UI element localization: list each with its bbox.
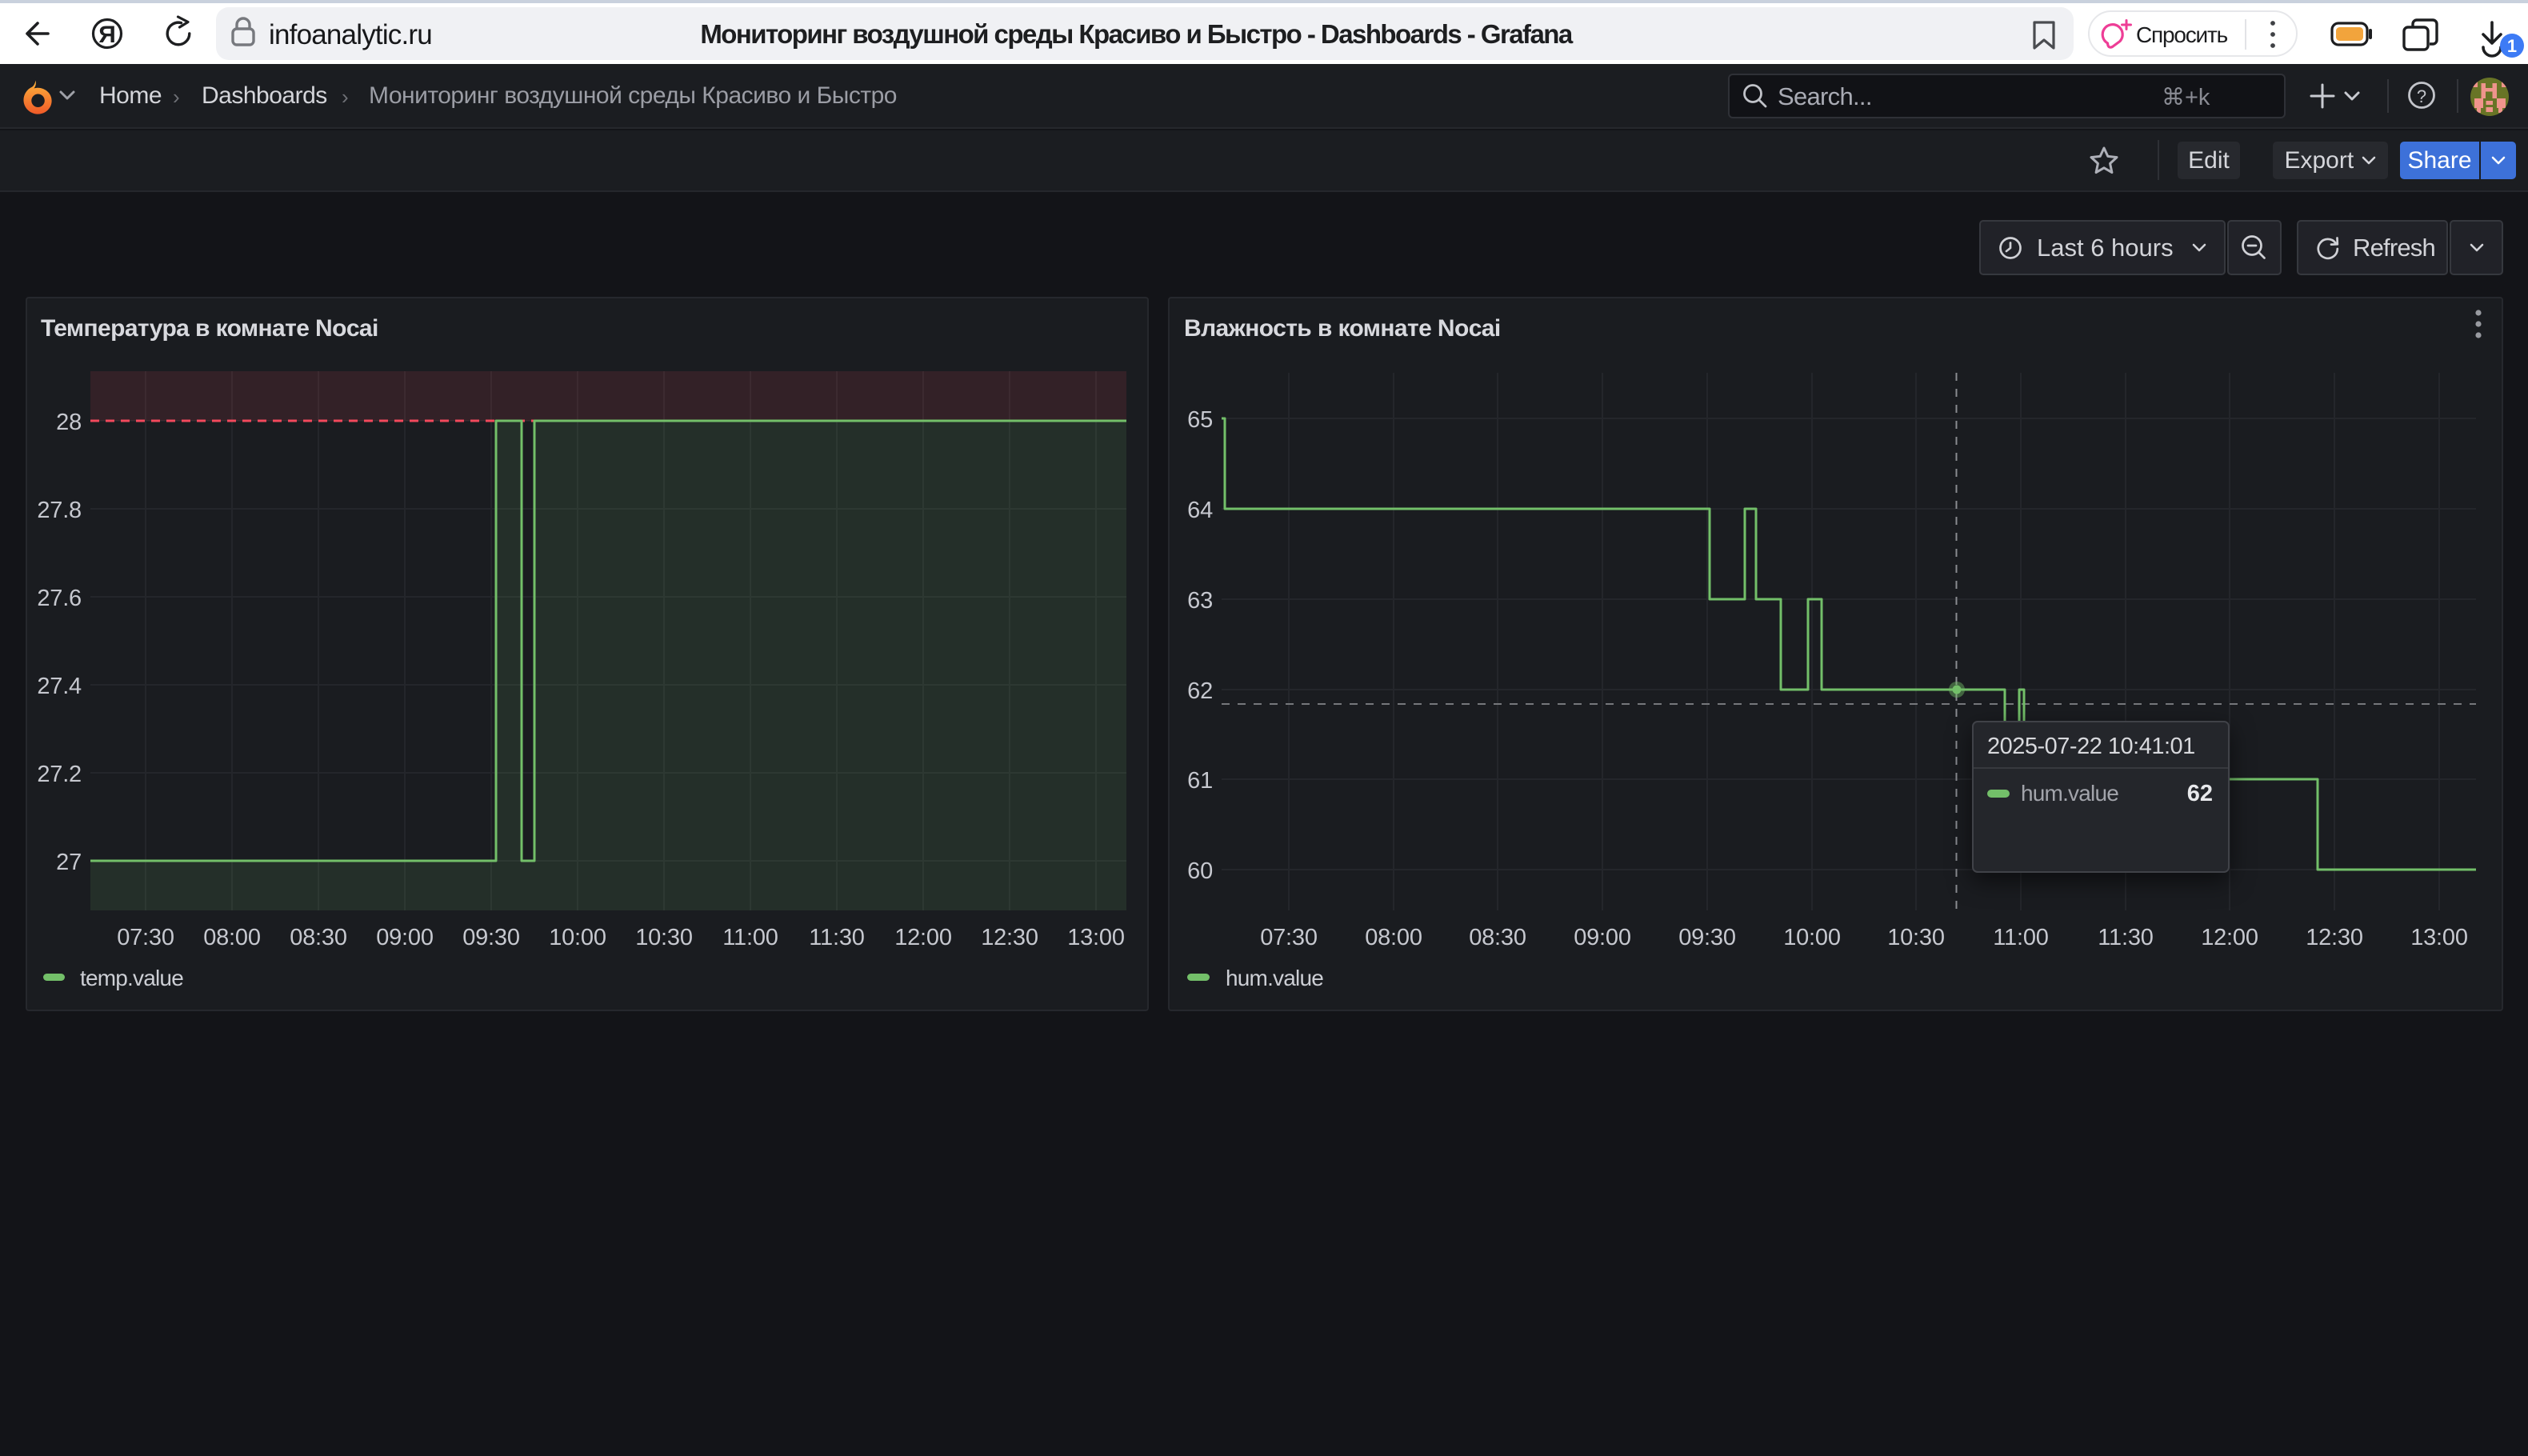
svg-text:12:00: 12:00 [894,925,952,950]
svg-text:60: 60 [1187,858,1213,884]
svg-text:65: 65 [1187,407,1213,433]
svg-text:Я: Я [98,22,116,48]
svg-text:08:00: 08:00 [1365,925,1422,950]
svg-text:62: 62 [1187,678,1213,704]
svg-text:12:30: 12:30 [981,925,1038,950]
svg-text:09:00: 09:00 [1574,925,1631,950]
svg-text:27.4: 27.4 [37,674,82,699]
svg-text:27.8: 27.8 [37,498,82,523]
svg-text:temp.value: temp.value [80,966,183,990]
svg-text:13:00: 13:00 [1067,925,1125,950]
svg-text:11:00: 11:00 [1993,925,2048,950]
svg-text:12:00: 12:00 [2201,925,2258,950]
svg-text:64: 64 [1187,498,1213,523]
svg-text:08:30: 08:30 [1469,925,1526,950]
svg-text:11:30: 11:30 [2098,925,2153,950]
svg-text:27.2: 27.2 [37,762,82,787]
svg-text:10:30: 10:30 [635,925,693,950]
svg-text:61: 61 [1187,768,1213,794]
svg-text:10:00: 10:00 [1783,925,1841,950]
svg-text:08:30: 08:30 [290,925,347,950]
svg-text:10:00: 10:00 [549,925,606,950]
svg-text:?: ? [2417,86,2426,106]
svg-text:10:30: 10:30 [1887,925,1945,950]
svg-text:09:30: 09:30 [1678,925,1736,950]
svg-text:09:00: 09:00 [376,925,434,950]
svg-text:07:30: 07:30 [1260,925,1318,950]
svg-text:12:30: 12:30 [2306,925,2363,950]
svg-text:28: 28 [56,410,82,435]
svg-text:63: 63 [1187,588,1213,614]
svg-text:11:00: 11:00 [722,925,778,950]
svg-text:13:00: 13:00 [2410,925,2468,950]
svg-text:09:30: 09:30 [462,925,520,950]
svg-text:27: 27 [56,850,82,875]
svg-text:27.6: 27.6 [37,586,82,611]
svg-text:hum.value: hum.value [1226,966,1323,990]
svg-text:07:30: 07:30 [117,925,174,950]
svg-text:1: 1 [2507,36,2517,56]
svg-text:08:00: 08:00 [203,925,261,950]
svg-text:11:30: 11:30 [809,925,864,950]
